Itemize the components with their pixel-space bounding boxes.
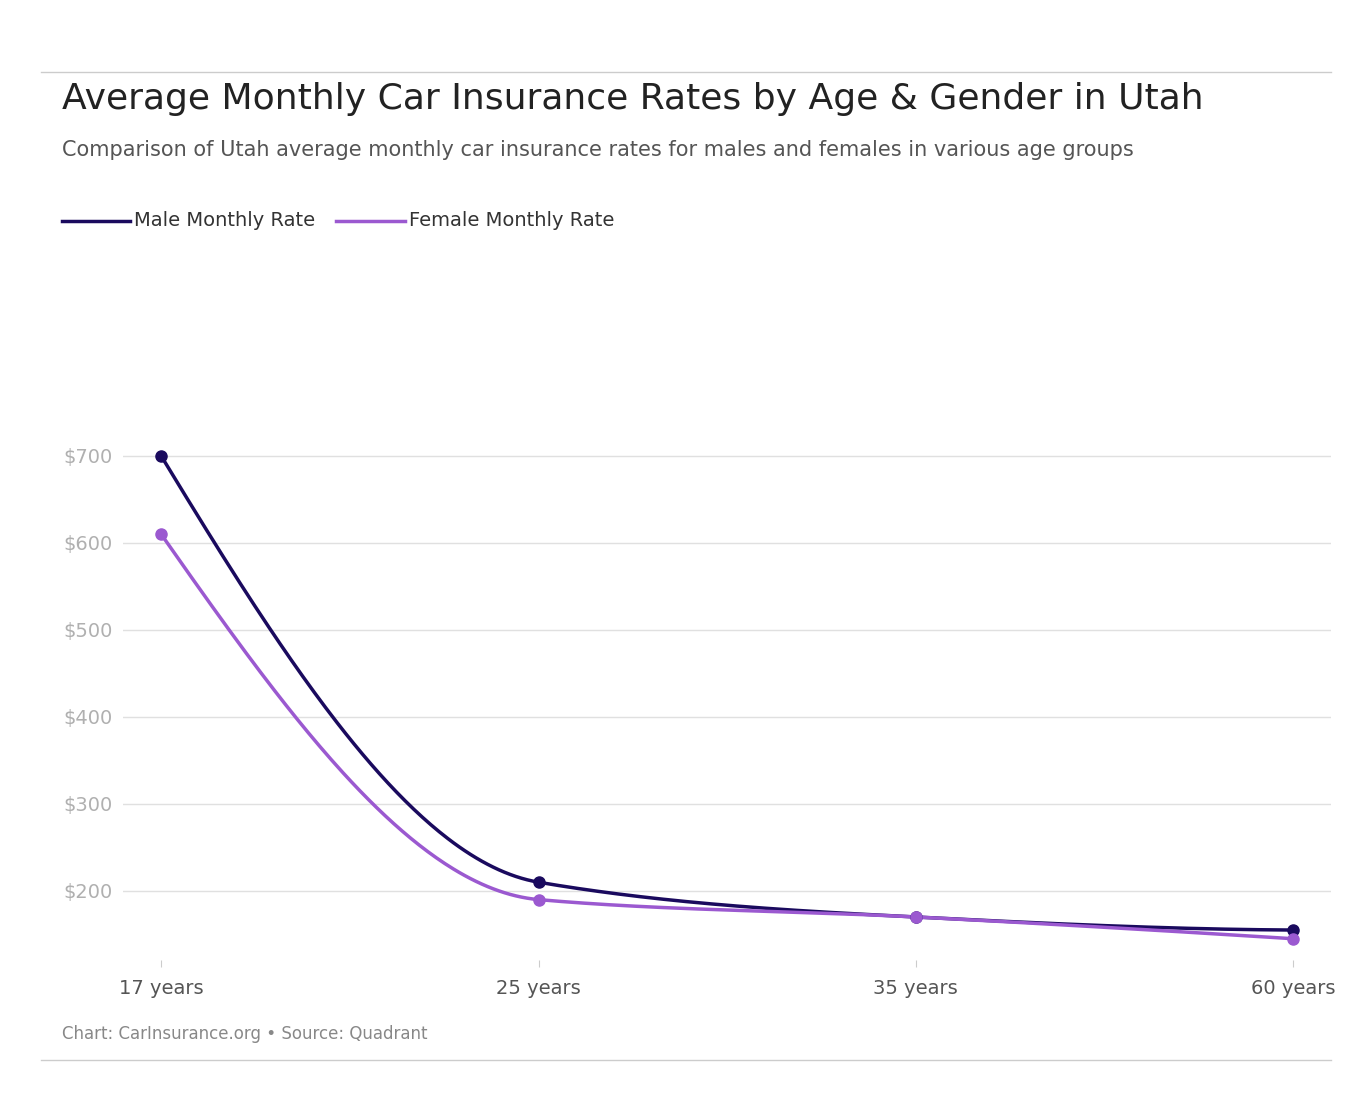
Text: Male Monthly Rate: Male Monthly Rate [134,211,316,231]
Text: Comparison of Utah average monthly car insurance rates for males and females in : Comparison of Utah average monthly car i… [62,140,1133,160]
Text: Chart: CarInsurance.org • Source: Quadrant: Chart: CarInsurance.org • Source: Quadra… [62,1026,427,1043]
Text: Average Monthly Car Insurance Rates by Age & Gender in Utah: Average Monthly Car Insurance Rates by A… [62,82,1203,116]
Text: Female Monthly Rate: Female Monthly Rate [409,211,615,231]
